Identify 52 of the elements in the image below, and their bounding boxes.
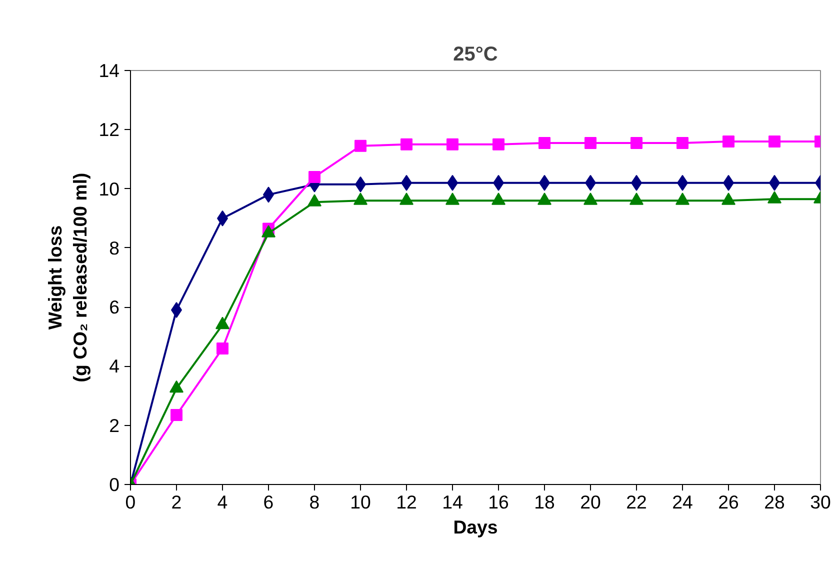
point: [676, 192, 690, 205]
y-tick-label: 8: [109, 237, 120, 258]
point: [216, 316, 230, 330]
y-tick-label: 0: [109, 474, 120, 495]
y-tick-label: 2: [109, 414, 120, 436]
y-tick-label: 4: [109, 356, 120, 377]
x-tick-label: 2: [171, 492, 182, 512]
point: [584, 136, 596, 149]
x-tick-label: 10: [350, 492, 371, 512]
point: [492, 192, 506, 205]
x-tick-label: 6: [263, 492, 274, 512]
x-tick-label: 8: [309, 492, 320, 512]
point: [630, 192, 644, 205]
point: [492, 138, 504, 150]
point: [676, 136, 688, 149]
x-tick-label: 4: [217, 492, 228, 512]
x-tick-label: 30: [810, 492, 831, 512]
x-tick-label: 14: [442, 492, 463, 512]
point: [400, 192, 414, 205]
y-tick-label: 14: [98, 60, 120, 81]
point: [308, 170, 320, 183]
point: [722, 135, 734, 148]
y-tick-label: 10: [98, 178, 120, 200]
point: [768, 135, 780, 148]
x-tick-label: 0: [125, 492, 136, 512]
x-tick-label: 28: [764, 492, 785, 512]
point: [354, 192, 368, 205]
point: [446, 192, 460, 205]
point: [538, 192, 552, 205]
x-tick-label: 20: [580, 492, 601, 512]
point: [170, 380, 184, 393]
x-tick-label: 12: [396, 492, 417, 512]
point: [354, 140, 366, 152]
x-tick-label: 16: [488, 492, 509, 512]
point: [446, 138, 458, 150]
y-axis-title: Weight loss (g CO₂ released/100 ml): [44, 172, 91, 382]
point: [630, 136, 642, 149]
point: [308, 194, 322, 206]
point: [538, 136, 550, 149]
point: [400, 138, 412, 150]
x-tick-label: 24: [672, 492, 693, 512]
chart-title: 25°C: [453, 44, 498, 66]
y-tick-label: 6: [109, 296, 120, 318]
x-tick-label: 26: [718, 492, 739, 512]
point: [262, 225, 276, 238]
point: [768, 191, 782, 204]
x-tick-label: 22: [626, 492, 647, 512]
y-tick-label: 12: [98, 119, 120, 140]
x-axis-title: Days: [453, 516, 498, 538]
point: [584, 192, 598, 205]
point: [722, 192, 736, 205]
x-tick-label: 18: [534, 492, 555, 512]
